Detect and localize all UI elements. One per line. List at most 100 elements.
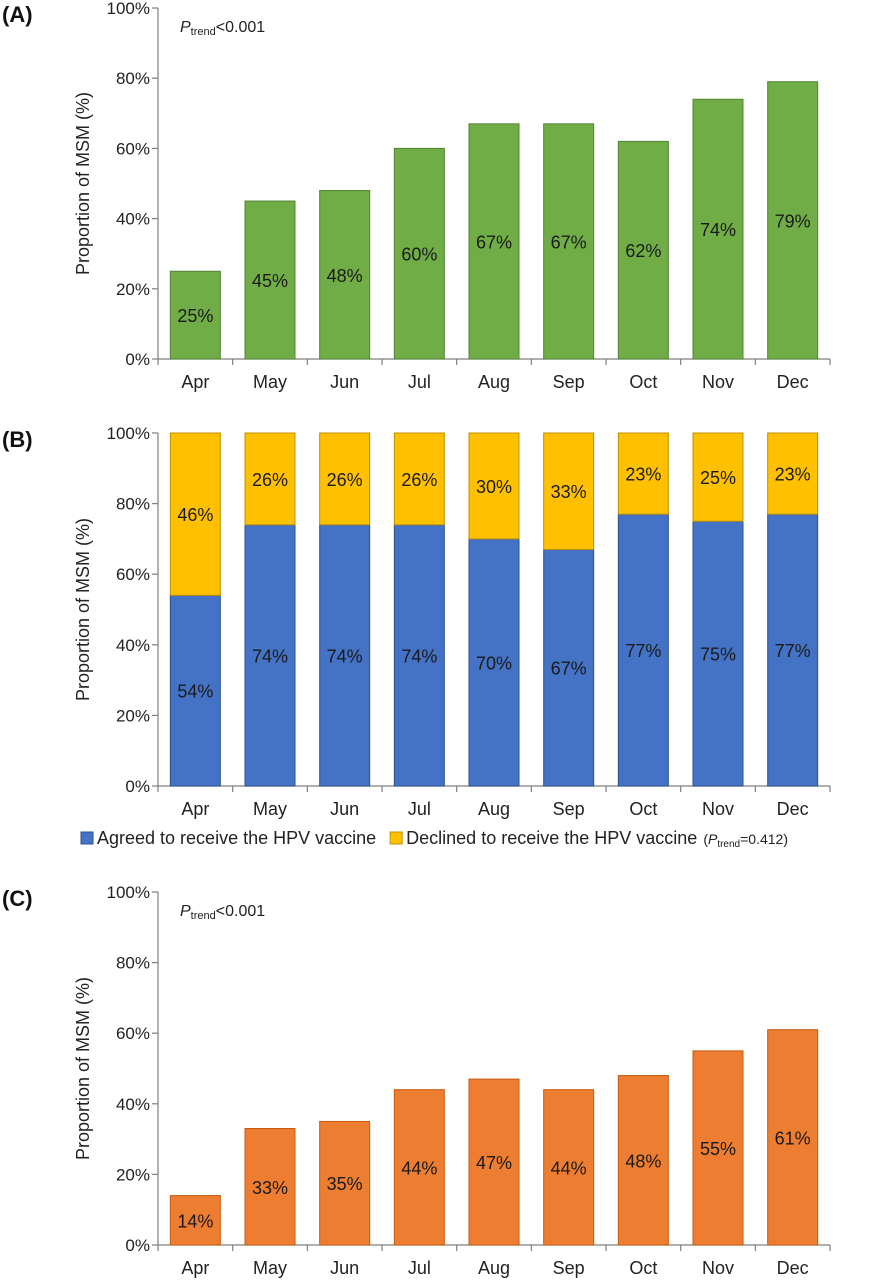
bar-segment-declined	[244, 432, 296, 526]
panel-label: (C)	[2, 886, 33, 911]
bar	[617, 140, 669, 360]
y-axis-label: Proportion of MSM (%)	[73, 518, 93, 701]
data-label: 62%	[625, 241, 661, 261]
x-tick-label: Apr	[181, 1258, 209, 1278]
data-label: 46%	[177, 505, 213, 525]
y-tick-label: 80%	[116, 954, 150, 973]
bar	[692, 1050, 744, 1246]
bar-segment-agreed	[692, 520, 744, 787]
data-label: 35%	[327, 1174, 363, 1194]
bar	[617, 1075, 669, 1246]
y-axis-label: Proportion of MSM (%)	[73, 977, 93, 1160]
bar	[244, 200, 296, 360]
y-tick-label: 60%	[116, 565, 150, 584]
data-label: 60%	[401, 245, 437, 265]
data-label: 70%	[476, 653, 512, 673]
bar	[468, 123, 520, 360]
data-label: 33%	[252, 1178, 288, 1198]
x-tick-label: Sep	[553, 1258, 585, 1278]
bar-segment-agreed	[393, 524, 445, 787]
data-label: 75%	[700, 645, 736, 665]
bar-segment-declined	[319, 432, 371, 526]
bar	[169, 1195, 221, 1246]
x-tick-label: Nov	[702, 799, 734, 819]
y-tick-label: 60%	[116, 1024, 150, 1043]
y-tick-label: 20%	[116, 706, 150, 725]
p-trend-annotation: Ptrend<0.001	[180, 19, 265, 38]
x-tick-label: Dec	[777, 372, 809, 392]
x-tick-label: Nov	[702, 1258, 734, 1278]
bar	[169, 270, 221, 360]
data-label: 74%	[252, 646, 288, 666]
x-tick-label: Dec	[777, 799, 809, 819]
data-label: 25%	[700, 468, 736, 488]
x-tick-label: May	[253, 799, 287, 819]
y-tick-label: 100%	[107, 0, 150, 18]
data-label: 61%	[775, 1128, 811, 1148]
y-tick-label: 80%	[116, 69, 150, 88]
bar	[319, 1120, 371, 1246]
y-tick-label: 0%	[125, 350, 150, 369]
y-tick-label: 20%	[116, 280, 150, 299]
legend-entry: Declined to receive the HPV vaccine	[406, 828, 697, 848]
bar	[543, 123, 595, 360]
y-tick-label: 20%	[116, 1165, 150, 1184]
data-label: 23%	[775, 465, 811, 485]
data-label: 74%	[401, 646, 437, 666]
x-tick-label: May	[253, 1258, 287, 1278]
x-tick-label: Nov	[702, 372, 734, 392]
x-tick-label: Jul	[408, 799, 431, 819]
data-label: 48%	[625, 1151, 661, 1171]
bar-segment-agreed	[169, 594, 221, 787]
data-label: 23%	[625, 465, 661, 485]
bar-segment-declined	[692, 432, 744, 522]
data-label: 74%	[700, 220, 736, 240]
bar	[767, 1029, 819, 1246]
data-label: 44%	[401, 1158, 437, 1178]
bar-segment-agreed	[617, 513, 669, 787]
y-tick-label: 40%	[116, 210, 150, 229]
data-label: 79%	[775, 211, 811, 231]
x-tick-label: May	[253, 372, 287, 392]
bar-segment-agreed	[319, 524, 371, 787]
y-tick-label: 0%	[125, 777, 150, 796]
x-tick-label: Aug	[478, 799, 510, 819]
bar	[543, 1089, 595, 1246]
chart-panel-1: (A) 0% 20% 40% 60% 80% 100% Proportion of MSM (…	[2, 0, 831, 392]
bar	[767, 81, 819, 360]
panel-label: (A)	[2, 2, 33, 27]
data-label: 26%	[252, 470, 288, 490]
y-tick-label: 40%	[116, 1095, 150, 1114]
data-label: 25%	[177, 306, 213, 326]
x-tick-label: Apr	[181, 372, 209, 392]
data-label: 55%	[700, 1139, 736, 1159]
y-tick-label: 40%	[116, 636, 150, 655]
bar-segment-declined	[617, 432, 669, 515]
p-trend-annotation: Ptrend<0.001	[180, 903, 265, 922]
chart-panel-2: (B) 0% 20% 40% 60% 80% 100% Proportion of MSM (…	[2, 424, 831, 850]
data-label: 45%	[252, 271, 288, 291]
data-label: 30%	[476, 477, 512, 497]
x-tick-label: Jun	[330, 799, 359, 819]
bar-segment-agreed	[468, 538, 520, 787]
data-label: 67%	[551, 659, 587, 679]
legend: Agreed to receive the HPV vaccine Decline…	[80, 828, 788, 850]
data-label: 67%	[476, 232, 512, 252]
panel-label: (B)	[2, 427, 33, 452]
y-axis-label: Proportion of MSM (%)	[73, 92, 93, 275]
x-tick-label: Jul	[408, 372, 431, 392]
chart-panel-3: (C) 0% 20% 40% 60% 80% 100% Proportion of MSM (…	[2, 883, 831, 1278]
legend-swatch	[80, 831, 94, 845]
x-tick-label: Jun	[330, 1258, 359, 1278]
x-tick-label: Aug	[478, 372, 510, 392]
data-label: 74%	[327, 646, 363, 666]
x-tick-label: Jul	[408, 1258, 431, 1278]
bar-segment-declined	[543, 432, 595, 550]
data-label: 44%	[551, 1158, 587, 1178]
bar-segment-agreed	[767, 513, 819, 787]
data-label: 67%	[551, 232, 587, 252]
bar	[319, 190, 371, 360]
x-tick-label: Oct	[629, 799, 657, 819]
y-tick-label: 80%	[116, 495, 150, 514]
